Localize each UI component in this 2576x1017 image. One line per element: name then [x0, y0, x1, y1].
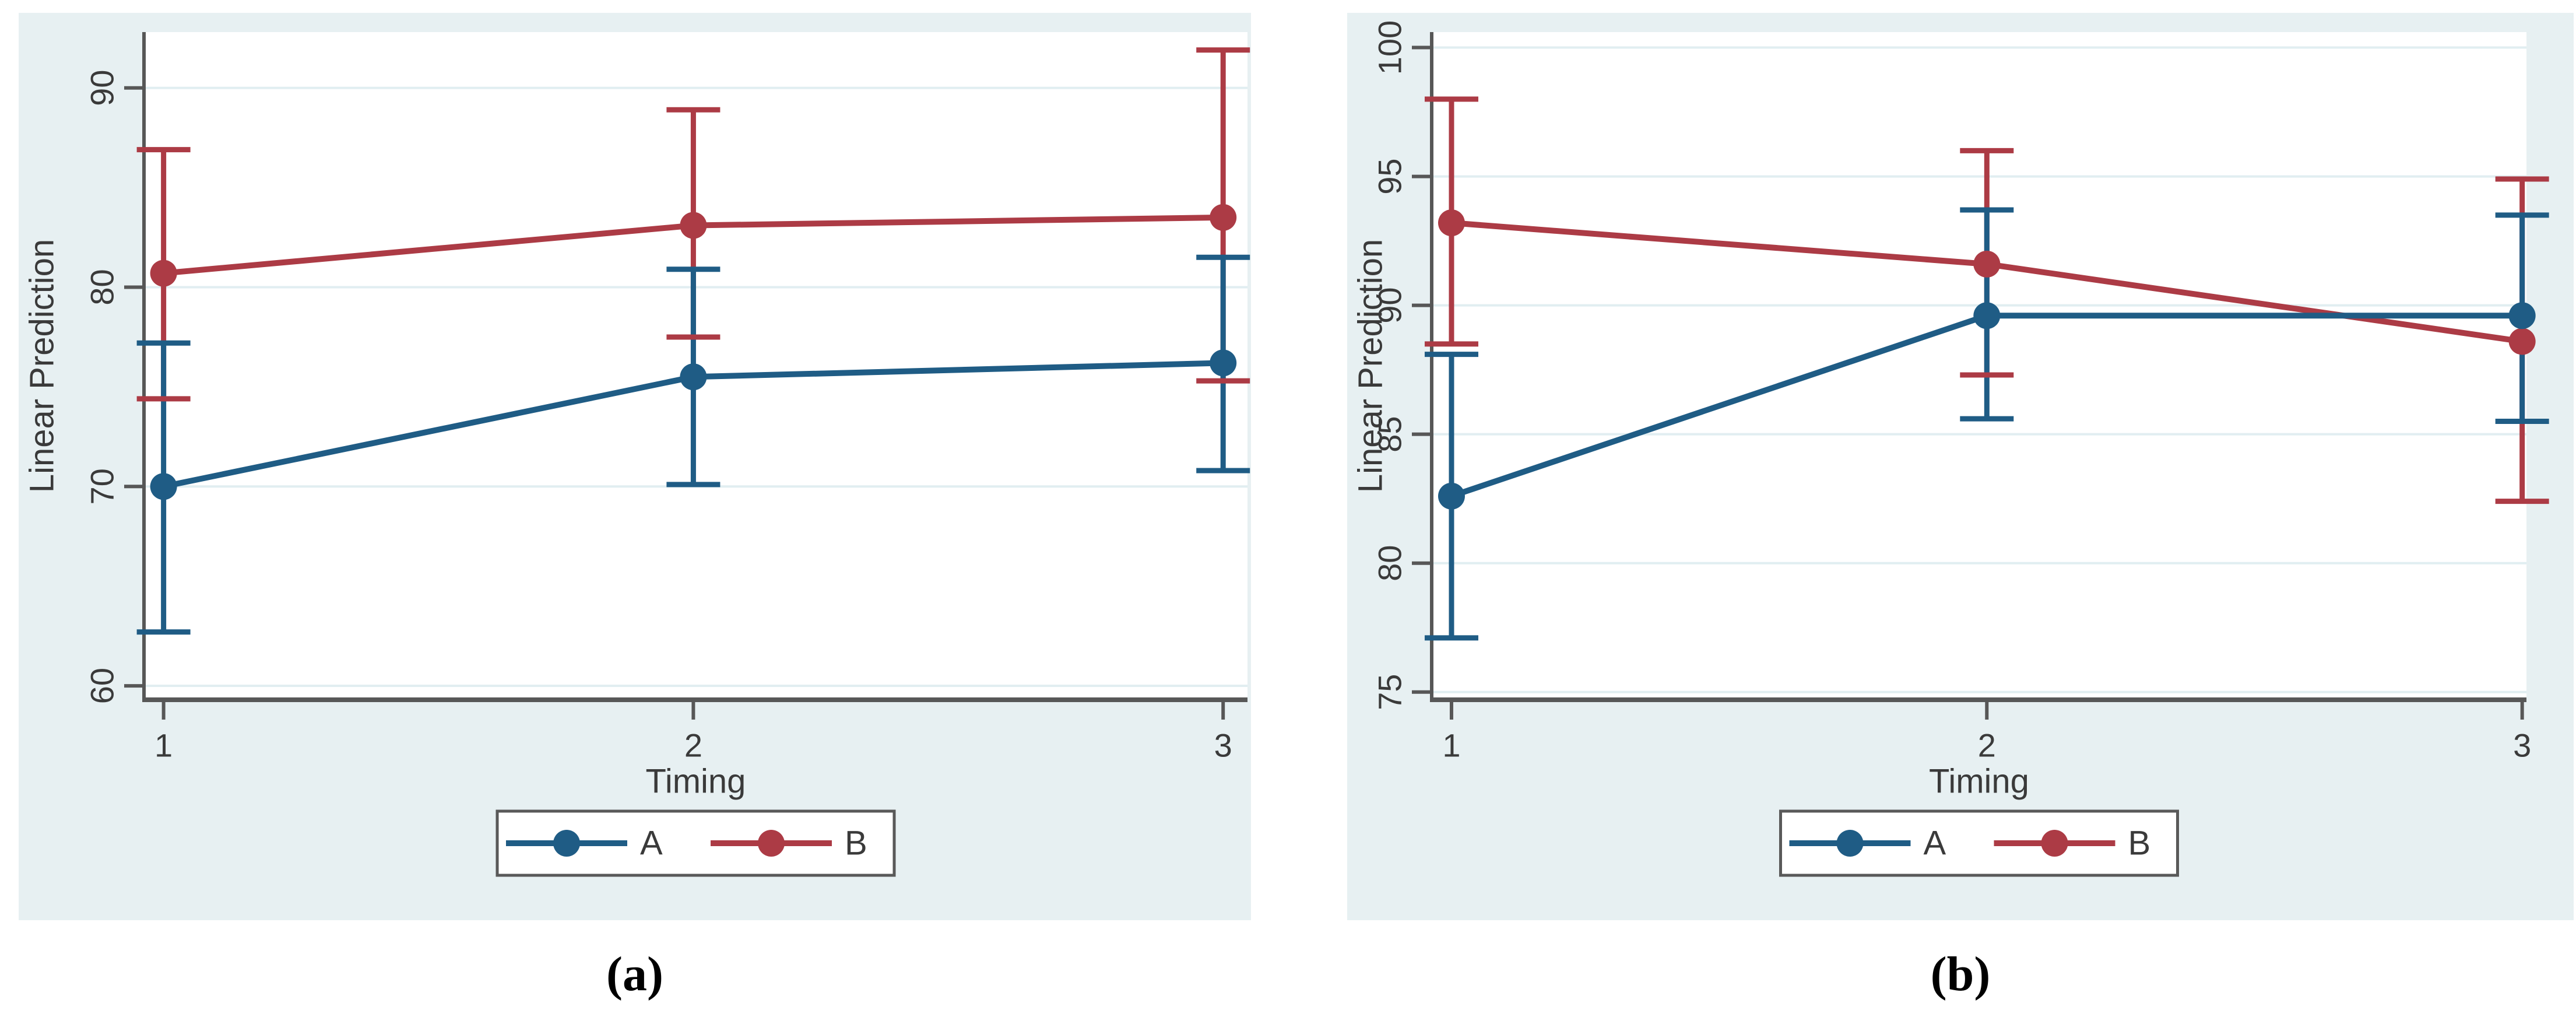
chart-root: 75 80 85 90 95 100 1 2 3 Linear Prediction Timing A… [1352, 20, 2549, 877]
y-tick-label: 90 [84, 70, 121, 106]
marker-A [680, 363, 707, 391]
legend-marker-B [2041, 830, 2068, 857]
x-tick-label: 1 [154, 727, 173, 764]
x-axis-title: Timing [1929, 763, 2029, 801]
legend-marker-A [553, 830, 580, 857]
legend-label-B: B [845, 825, 867, 862]
legend-marker-A [1836, 830, 1864, 857]
x-tick-label: 2 [1978, 727, 1996, 764]
y-tick-label: 80 [1372, 545, 1408, 581]
marker-A [150, 473, 177, 500]
marker-B [1973, 250, 2001, 278]
marker-A [1210, 349, 1237, 377]
x-axis-title: Timing [646, 763, 746, 801]
y-tick-label: 60 [84, 668, 121, 704]
x-axis-ticks: 1 2 3 [154, 700, 1232, 764]
legend-label-A: A [640, 825, 663, 862]
x-tick-label: 2 [684, 727, 702, 764]
marker-A [1438, 482, 1465, 510]
series-B [150, 204, 1237, 287]
caption-b: (b) [1930, 947, 1991, 1001]
x-axis-ticks: 1 2 3 [1442, 700, 2531, 764]
legend-label-A: A [1924, 825, 1946, 862]
y-tick-label: 100 [1372, 20, 1408, 75]
marker-B [680, 212, 707, 239]
panel-b: 75 80 85 90 95 100 1 2 3 Linear Prediction Timing A… [1347, 13, 2574, 920]
y-tick-label: 80 [84, 269, 121, 305]
series-A [150, 349, 1237, 500]
y-tick-label: 70 [84, 468, 121, 504]
panel-a: 60 70 80 90 1 2 3 Linear Prediction Timing A B [19, 13, 1251, 920]
marker-A [2508, 302, 2536, 329]
chart-b: 75 80 85 90 95 100 1 2 3 Linear Prediction Timing A… [1352, 20, 2549, 877]
gridlines [1432, 46, 2526, 693]
x-tick-label: 1 [1442, 727, 1460, 764]
marker-B [1438, 209, 1465, 237]
legend-label-B: B [2128, 825, 2151, 862]
marker-A [1973, 302, 2001, 329]
marker-B [1210, 204, 1237, 231]
x-tick-label: 3 [2513, 727, 2531, 764]
y-tick-label: 85 [1372, 416, 1408, 453]
y-tick-label: 75 [1372, 674, 1408, 710]
y-axis-ticks: 60 70 80 90 [84, 70, 144, 704]
axes [1430, 32, 2526, 702]
marker-B [150, 259, 177, 287]
y-axis-title: Linear Prediction [23, 239, 61, 493]
y-axis-ticks: 75 80 85 90 95 100 [1372, 20, 1432, 710]
plot-area [1432, 32, 2526, 700]
y-axis-title: Linear Prediction [1352, 239, 1390, 493]
x-tick-label: 3 [1214, 727, 1232, 764]
legend-marker-B [758, 830, 785, 857]
caption-a: (a) [606, 947, 663, 1001]
y-tick-label: 90 [1372, 287, 1408, 323]
marker-B [2508, 328, 2536, 355]
series-A [1438, 302, 2536, 510]
y-tick-label: 95 [1372, 158, 1408, 194]
